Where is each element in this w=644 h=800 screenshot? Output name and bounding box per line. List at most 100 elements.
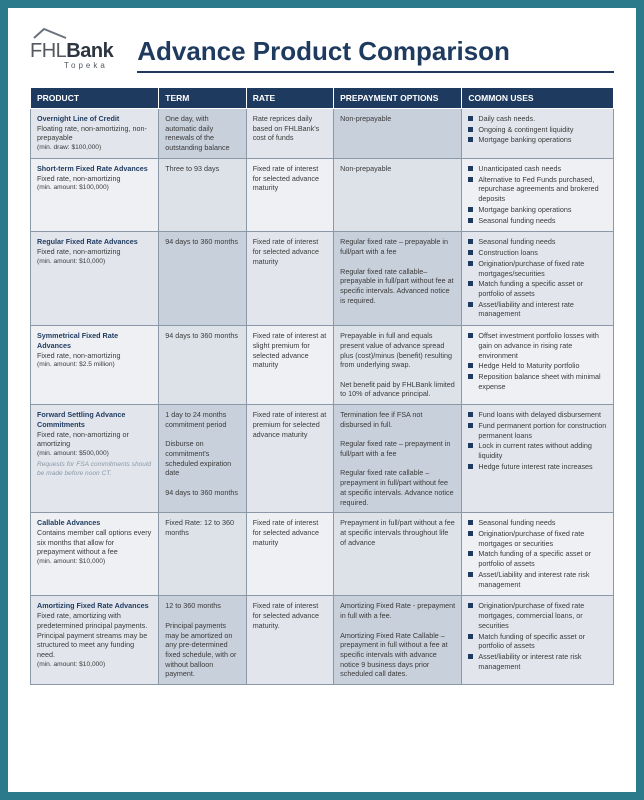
product-desc: Fixed rate, non-amortizing (37, 247, 152, 257)
uses-item: Asset/liability or interest rate risk ma… (468, 652, 607, 671)
product-desc: Fixed rate, non-amortizing or amortizing (37, 430, 152, 449)
cell-prepayment: Non-prepayable (334, 109, 462, 159)
uses-list: Seasonal funding needsConstruction loans… (468, 237, 607, 319)
page-title: Advance Product Comparison (137, 26, 614, 73)
table-row: Overnight Line of CreditFloating rate, n… (31, 109, 614, 159)
cell-prepayment: Prepayment in full/part without a fee at… (334, 513, 462, 596)
logo-b: Bank (66, 40, 113, 62)
table-row: Amortizing Fixed Rate AdvancesFixed rate… (31, 596, 614, 685)
uses-item: Fund permanent portion for construction … (468, 421, 607, 440)
cell-uses: Fund loans with delayed disbursementFund… (462, 405, 614, 513)
product-min: (min. amount: $100,000) (37, 184, 152, 193)
product-note: Requests for FSA commitments should be m… (37, 461, 152, 479)
cell-prepayment: Termination fee if FSA not disbursed in … (334, 405, 462, 513)
col-header: TERM (159, 88, 246, 109)
uses-list: Fund loans with delayed disbursementFund… (468, 410, 607, 471)
cell-uses: Seasonal funding needsConstruction loans… (462, 232, 614, 326)
cell-rate: Fixed rate of interest for selected adva… (246, 159, 333, 232)
product-name: Regular Fixed Rate Advances (37, 237, 152, 247)
uses-item: Daily cash needs. (468, 114, 607, 124)
uses-item: Seasonal funding needs (468, 216, 607, 226)
uses-item: Match funding a specific asset or portfo… (468, 279, 607, 298)
product-desc: Floating rate, non-amortizing, non-prepa… (37, 124, 152, 143)
cell-rate: Fixed rate of interest at premium for se… (246, 405, 333, 513)
cell-rate: Fixed rate of interest for selected adva… (246, 513, 333, 596)
col-header: COMMON USES (462, 88, 614, 109)
uses-item: Seasonal funding needs (468, 518, 607, 528)
product-desc: Fixed rate, amortizing with predetermine… (37, 611, 152, 660)
cell-product: Overnight Line of CreditFloating rate, n… (31, 109, 159, 159)
uses-item: Mortgage banking operations (468, 205, 607, 215)
col-header: PREPAYMENT OPTIONS (334, 88, 462, 109)
uses-list: Unanticipated cash needsAlternative to F… (468, 164, 607, 225)
cell-product: Symmetrical Fixed Rate AdvancesFixed rat… (31, 326, 159, 405)
logo-a: FHL (30, 40, 66, 62)
uses-item: Seasonal funding needs (468, 237, 607, 247)
uses-item: Match funding of specific asset or portf… (468, 632, 607, 651)
uses-list: Origination/purchase of fixed rate mortg… (468, 601, 607, 671)
product-name: Amortizing Fixed Rate Advances (37, 601, 152, 611)
product-min: (min. draw: $100,000) (37, 144, 152, 153)
cell-prepayment: Regular fixed rate – prepayable in full/… (334, 232, 462, 326)
product-desc: Contains member call options every six m… (37, 528, 152, 557)
uses-item: Mortgage banking operations (468, 135, 607, 145)
uses-item: Origination/purchase of fixed rate mortg… (468, 259, 607, 278)
uses-item: Fund loans with delayed disbursement (468, 410, 607, 420)
uses-item: Lock in current rates without adding liq… (468, 441, 607, 460)
product-name: Callable Advances (37, 518, 152, 528)
page-header: FHLBank Topeka Advance Product Compariso… (30, 26, 614, 73)
cell-term: 12 to 360 months Principal payments may … (159, 596, 246, 685)
table-row: Short-term Fixed Rate AdvancesFixed rate… (31, 159, 614, 232)
uses-list: Daily cash needs.Ongoing & contingent li… (468, 114, 607, 145)
product-min: (min. amount: $10,000) (37, 558, 152, 567)
uses-list: Offset investment portfolio losses with … (468, 331, 607, 391)
product-desc: Fixed rate, non-amortizing (37, 174, 152, 184)
cell-rate: Fixed rate of interest at slight premium… (246, 326, 333, 405)
uses-item: Asset/liability and interest rate manage… (468, 300, 607, 319)
uses-item: Hedge future interest rate increases (468, 462, 607, 472)
product-min: (min. amount: $500,000) (37, 450, 152, 459)
uses-list: Seasonal funding needsOrigination/purcha… (468, 518, 607, 589)
cell-term: 1 day to 24 months commitment period Dis… (159, 405, 246, 513)
table-row: Regular Fixed Rate AdvancesFixed rate, n… (31, 232, 614, 326)
cell-product: Callable AdvancesContains member call op… (31, 513, 159, 596)
uses-item: Unanticipated cash needs (468, 164, 607, 174)
cell-product: Forward Settling Advance CommitmentsFixe… (31, 405, 159, 513)
cell-prepayment: Amortizing Fixed Rate - prepayment in fu… (334, 596, 462, 685)
col-header: PRODUCT (31, 88, 159, 109)
cell-product: Short-term Fixed Rate AdvancesFixed rate… (31, 159, 159, 232)
uses-item: Origination/purchase of fixed rate mortg… (468, 601, 607, 630)
table-row: Symmetrical Fixed Rate AdvancesFixed rat… (31, 326, 614, 405)
uses-item: Reposition balance sheet with minimal ex… (468, 372, 607, 391)
cell-term: 94 days to 360 months (159, 326, 246, 405)
cell-uses: Offset investment portfolio losses with … (462, 326, 614, 405)
uses-item: Offset investment portfolio losses with … (468, 331, 607, 360)
cell-rate: Rate reprices daily based on FHLBank's c… (246, 109, 333, 159)
product-name: Short-term Fixed Rate Advances (37, 164, 152, 174)
cell-uses: Seasonal funding needsOrigination/purcha… (462, 513, 614, 596)
product-name: Symmetrical Fixed Rate Advances (37, 331, 152, 350)
uses-item: Hedge Held to Maturity portfolio (468, 361, 607, 371)
cell-term: 94 days to 360 months (159, 232, 246, 326)
cell-term: One day, with automatic daily renewals o… (159, 109, 246, 159)
uses-item: Asset/Liability and interest rate risk m… (468, 570, 607, 589)
logo-sub: Topeka (64, 61, 108, 70)
col-header: RATE (246, 88, 333, 109)
product-min: (min. amount: $2.5 million) (37, 361, 152, 370)
cell-product: Regular Fixed Rate AdvancesFixed rate, n… (31, 232, 159, 326)
table-body: Overnight Line of CreditFloating rate, n… (31, 109, 614, 685)
product-desc: Fixed rate, non-amortizing (37, 351, 152, 361)
logo-text: FHLBank (30, 40, 113, 63)
cell-term: Three to 93 days (159, 159, 246, 232)
uses-item: Construction loans (468, 248, 607, 258)
cell-rate: Fixed rate of interest for selected adva… (246, 232, 333, 326)
cell-rate: Fixed rate of interest for selected adva… (246, 596, 333, 685)
document-frame: FHLBank Topeka Advance Product Compariso… (0, 0, 644, 800)
uses-item: Match funding of a specific asset or por… (468, 549, 607, 568)
cell-prepayment: Prepayable in full and equals present va… (334, 326, 462, 405)
cell-uses: Origination/purchase of fixed rate mortg… (462, 596, 614, 685)
roof-icon (32, 26, 68, 40)
table-head: PRODUCT TERM RATE PREPAYMENT OPTIONS COM… (31, 88, 614, 109)
table-row: Forward Settling Advance CommitmentsFixe… (31, 405, 614, 513)
fhlbank-logo: FHLBank Topeka (30, 26, 113, 70)
